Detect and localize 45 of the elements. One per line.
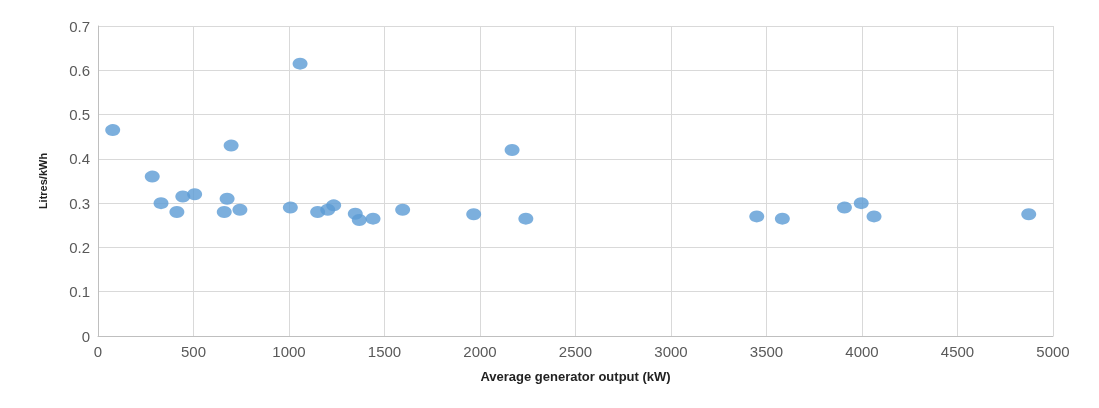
y-tick-label: 0.2 [69, 238, 90, 256]
x-tick-label: 1000 [272, 343, 306, 360]
x-tick-label: 4000 [845, 343, 879, 360]
point [853, 197, 869, 210]
x-tick-label: 0 [93, 343, 103, 360]
x-tick-label: 1500 [367, 343, 402, 360]
y-tick-label: 0.4 [69, 150, 90, 168]
point [292, 57, 308, 70]
point [105, 124, 121, 137]
point [518, 212, 534, 225]
y-tick-label: 0.3 [69, 194, 90, 212]
x-tick-label: 2500 [558, 343, 593, 360]
x-tick-label: 5000 [1036, 343, 1070, 360]
point [282, 201, 298, 214]
point [466, 208, 482, 221]
point [395, 203, 411, 216]
x-axis-title: Average generator output (kW) [480, 369, 671, 384]
point [187, 188, 203, 201]
y-axis-title: Litres/kWh [36, 152, 49, 210]
point [223, 139, 239, 152]
point [169, 206, 185, 218]
point [866, 210, 882, 223]
y-tick-label: 0.6 [69, 61, 90, 79]
x-tick-label: 3000 [654, 343, 688, 360]
y-tick-label: 0.7 [69, 17, 90, 35]
point [326, 199, 342, 212]
y-tick-label: 0.5 [69, 106, 90, 124]
point [219, 192, 235, 205]
y-tick-label: 0.1 [69, 283, 90, 301]
point [351, 213, 367, 226]
point [153, 197, 169, 210]
point [216, 206, 232, 218]
x-tick-label: 500 [180, 343, 207, 360]
point [144, 170, 160, 183]
y-tick-label: 0 [81, 327, 90, 345]
x-tick-label: 3500 [749, 343, 784, 360]
point [365, 212, 381, 225]
x-tick-label: 4500 [940, 343, 975, 360]
point [749, 210, 765, 223]
point [774, 212, 790, 225]
point [232, 203, 248, 216]
x-tick-label: 2000 [463, 343, 497, 360]
point [1021, 208, 1037, 221]
point [836, 201, 852, 214]
point [504, 144, 520, 156]
